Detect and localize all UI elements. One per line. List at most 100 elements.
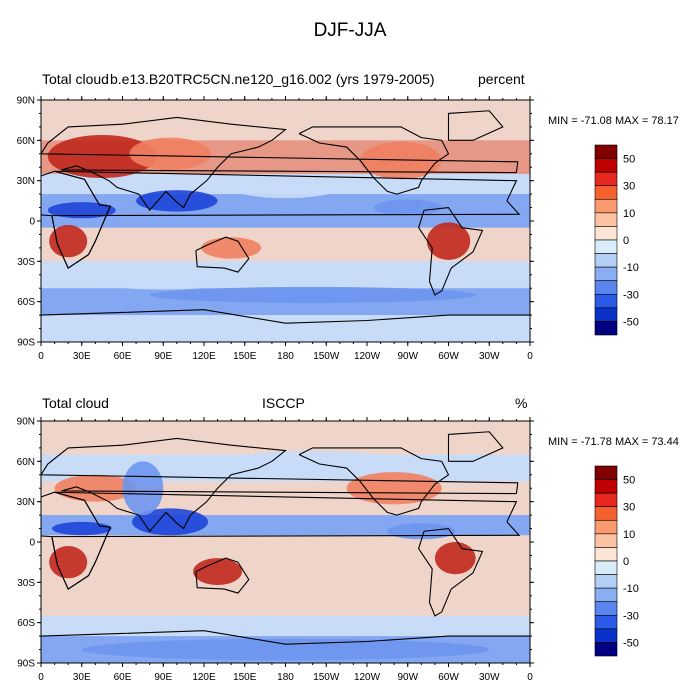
panel1-lon-label: 0 (38, 351, 44, 362)
panel1-colorbar: 50 30 10 0 -10 -30 -50 (594, 144, 639, 336)
panel2-lon-label: 0 (527, 672, 533, 683)
panel1-lat-band (41, 194, 530, 228)
panel2-colorbar: 50 30 10 0 -10 -30 -50 (594, 465, 639, 657)
colorbar1-box (594, 171, 618, 187)
panel2-lat-label: 0 (29, 538, 35, 549)
panel2-coastline (41, 630, 530, 645)
panel1-lon-label: 60E (114, 351, 132, 362)
colorbar1-box (594, 144, 618, 159)
colorbar2-box (594, 587, 618, 603)
panel2-coastline (418, 527, 484, 617)
panel2-coastline (298, 447, 450, 516)
colorbar1-label: 10 (623, 208, 635, 220)
panel1-lat-label: 30S (17, 257, 35, 268)
panel1-coastline (418, 206, 484, 296)
colorbar1-box (594, 226, 618, 241)
panel2-lon-label: 0 (38, 672, 44, 683)
panel1-lat-label: 60N (17, 136, 35, 147)
panel2-anomaly-region (193, 558, 243, 586)
panel2-coastline (447, 431, 504, 462)
panel1-anomaly-region (95, 273, 232, 290)
panel2-lon-label: 150E (233, 672, 257, 683)
panel1-coastline (447, 110, 504, 141)
panel1-anomaly-region (49, 225, 88, 258)
panel1-lon-label: 0 (527, 351, 533, 362)
panel1-lon-label: 120W (354, 351, 381, 362)
panel1-coastline (41, 309, 530, 324)
panel2-lon-label: 60W (438, 672, 459, 683)
panel1-lat-label: 0 (29, 217, 35, 228)
colorbar2-box (594, 560, 618, 575)
panel1-lon-label: 120E (192, 351, 216, 362)
panel2-anomaly-region (132, 508, 209, 536)
colorbar2-box (594, 547, 618, 562)
colorbar1-box (594, 198, 618, 214)
panel1-lat-label: 30N (17, 176, 35, 187)
colorbar2-label: 10 (623, 529, 635, 541)
colorbar1-box (594, 158, 618, 173)
panel2-lat-label: 90N (17, 417, 35, 428)
panel1-lon-label: 30W (479, 351, 500, 362)
panel1-lat-band (41, 315, 530, 342)
colorbar1-label: -30 (623, 289, 639, 301)
panel1-lon-label: 180 (277, 351, 294, 362)
panel2-lat-band (41, 582, 530, 616)
panel1-right-label: percent (478, 71, 525, 87)
colorbar2-label: -30 (623, 610, 639, 622)
panel2-lon-label: 30W (479, 672, 500, 683)
panel1-coastlines (41, 110, 530, 324)
colorbar1-label: 50 (623, 154, 635, 166)
panel1-anomaly-region (231, 176, 340, 199)
panel2-coastline (41, 437, 519, 533)
colorbar1-label: 30 (623, 181, 635, 193)
panel1-lat-label: 90N (17, 96, 35, 107)
colorbar2-box (594, 519, 618, 535)
panel1-lon-label: 150E (233, 351, 257, 362)
colorbar2-label: 30 (623, 502, 635, 514)
panel2-lon-label: 150W (313, 672, 340, 683)
panel2-center-label: ISCCP (262, 395, 305, 411)
colorbar1-box (594, 293, 618, 309)
panel2-anomaly-region (434, 542, 476, 575)
panel2-anomaly-region (49, 546, 88, 579)
panel2-lat-band (41, 515, 530, 536)
panel1-anomaly-region (149, 286, 476, 304)
figure-title: DJF-JJA (313, 20, 387, 41)
panel2-anomaly-region (81, 638, 490, 661)
panel2-anomaly-region (51, 521, 112, 536)
colorbar2-box (594, 465, 618, 480)
panel1-center-label: b.e13.B20TRC5CN.ne120_g16.002 (yrs 1979-… (110, 71, 435, 87)
colorbar1-label: -50 (623, 316, 639, 328)
panel2-lon-label: 30E (73, 672, 91, 683)
panel1-anomaly-region (426, 222, 471, 260)
colorbar2-box (594, 479, 618, 494)
panel2-lat-label: 30S (17, 578, 35, 589)
panel2-lat-band (41, 615, 530, 637)
panel2-lon-label: 120W (354, 672, 381, 683)
panel2-anomaly-region (54, 474, 137, 502)
panel1-coastline (41, 170, 112, 269)
panel1-min-max: MIN = -71.08 MAX = 78.17 (548, 115, 679, 127)
colorbar2-box (594, 492, 618, 508)
colorbar2-label: 50 (623, 475, 635, 487)
panel1-coastline (41, 116, 519, 212)
colorbar2-label: -50 (623, 637, 639, 649)
colorbar2-box (594, 642, 618, 657)
panel1-lat-label: 60S (17, 297, 35, 308)
colorbar1-box (594, 185, 618, 200)
panel1-anomaly-region (47, 134, 157, 178)
panel2-coastlines (41, 431, 530, 645)
panel1-anomaly-region (373, 199, 442, 216)
panel2-coastline (41, 491, 112, 590)
colorbar2-box (594, 628, 618, 643)
colorbar1-box (594, 266, 618, 282)
panel1-coastline (298, 126, 450, 195)
colorbar2-box (594, 506, 618, 521)
colorbar2-box (594, 574, 618, 589)
panel1-lon-label: 90W (397, 351, 418, 362)
panel1-lon-label: 60W (438, 351, 459, 362)
